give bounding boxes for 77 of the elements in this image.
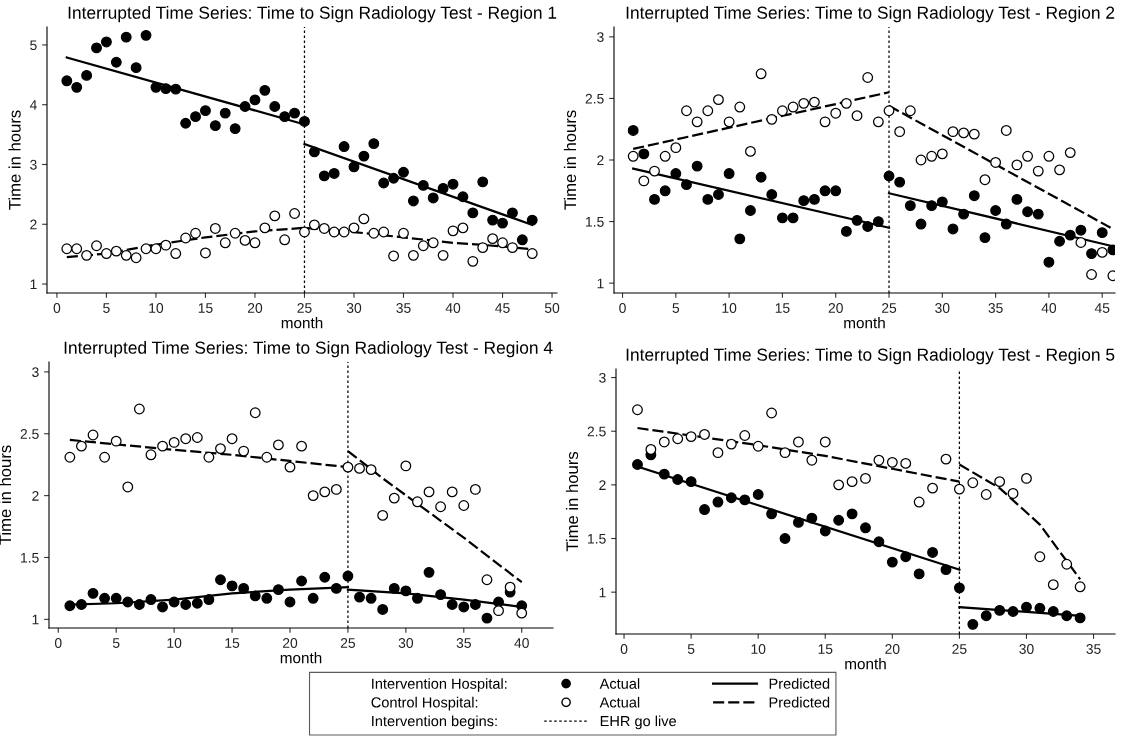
x-axis-title: month <box>844 317 885 329</box>
x-tick-label: 10 <box>167 638 182 648</box>
y-tick-label: 2.5 <box>585 93 604 104</box>
x-axis-title: month <box>280 652 322 664</box>
x-tick-label: 15 <box>225 638 240 648</box>
x-tick-label: 30 <box>1019 644 1034 654</box>
chart-title: Interrupted Time Series: Time to Sign Radiology Test - Region 5 <box>626 348 1115 365</box>
x-tick-label: 10 <box>722 303 737 313</box>
x-axis-title: month <box>281 317 323 329</box>
y-tick-label: 3 <box>599 372 606 383</box>
y-tick-label: 1.5 <box>586 217 604 227</box>
x-tick-label: 25 <box>881 303 897 313</box>
x-tick-label: 35 <box>988 303 1003 313</box>
y-tick-label: 4 <box>29 100 37 110</box>
y-tick-label: 2 <box>32 490 39 501</box>
y-axis-title: Time in hours <box>8 110 21 210</box>
x-tick-label: 5 <box>687 644 695 654</box>
x-tick-label: 25 <box>952 644 967 654</box>
x-tick-label: 10 <box>149 303 164 313</box>
x-tick-label: 40 <box>1041 303 1057 313</box>
y-axis-title: Time in hours <box>565 451 579 552</box>
y-tick-label: 2 <box>599 480 606 490</box>
y-tick-label: 3 <box>30 159 37 170</box>
y-tick-label: 1 <box>599 587 606 598</box>
text: Intervention begins: <box>372 715 497 730</box>
legend-label: Actual <box>599 696 640 708</box>
legend-label: Predicted <box>769 696 830 708</box>
x-tick-label: 20 <box>885 644 900 654</box>
x-tick-label: 0 <box>53 303 61 313</box>
x-tick-label: 40 <box>445 303 461 313</box>
legend-label: Predicted <box>769 678 830 689</box>
y-tick-label: 3 <box>597 32 604 43</box>
text: Intervention Hospital: <box>372 678 507 692</box>
x-axis-title: month <box>845 658 886 670</box>
x-tick-label: 20 <box>282 638 298 648</box>
x-tick-label: 25 <box>340 638 356 648</box>
x-tick-label: 45 <box>1094 303 1110 313</box>
y-tick-label: 1.5 <box>21 552 39 563</box>
x-tick-label: 35 <box>456 638 471 648</box>
x-tick-label: 40 <box>514 638 529 648</box>
chart-title: Interrupted Time Series: Time to Sign Radiology Test - Region 4 <box>64 341 553 358</box>
y-tick-label: 1 <box>32 614 39 625</box>
y-tick-label: 1.5 <box>588 533 606 544</box>
text: Control Hospital: <box>371 696 478 711</box>
x-tick-label: 35 <box>396 303 411 313</box>
x-tick-label: 50 <box>544 303 560 313</box>
x-tick-label: 10 <box>751 644 766 654</box>
x-tick-label: 15 <box>198 303 213 313</box>
y-tick-label: 5 <box>30 40 37 51</box>
legend-label: EHR go live <box>600 715 676 730</box>
legend-label: Actual <box>599 678 640 689</box>
x-tick-label: 30 <box>398 638 414 648</box>
x-tick-label: 15 <box>818 644 833 654</box>
y-axis-title: Time in hours <box>563 110 577 210</box>
x-tick-label: 35 <box>1086 644 1101 654</box>
chart-title: Interrupted Time Series: Time to Sign Radiology Test - Region 2 <box>626 6 1115 23</box>
y-tick-label: 2 <box>597 155 604 166</box>
x-tick-label: 0 <box>54 638 62 648</box>
y-tick-label: 2 <box>30 219 37 230</box>
x-tick-label: 5 <box>112 638 120 648</box>
x-tick-label: 0 <box>619 303 626 313</box>
x-tick-label: 20 <box>247 303 263 313</box>
x-tick-label: 0 <box>620 644 628 654</box>
x-tick-label: 5 <box>103 303 110 313</box>
y-tick-label: 2.5 <box>20 429 39 439</box>
y-tick-label: 1 <box>30 279 37 290</box>
x-tick-label: 45 <box>495 303 510 313</box>
x-tick-label: 30 <box>346 303 362 313</box>
y-tick-label: 1 <box>597 278 604 289</box>
x-tick-label: 15 <box>775 303 790 313</box>
y-tick-label: 2.5 <box>587 426 606 437</box>
y-tick-label: 3 <box>32 367 39 378</box>
x-tick-label: 5 <box>672 303 680 313</box>
x-tick-label: 30 <box>935 303 950 313</box>
x-tick-label: 20 <box>828 303 843 313</box>
chart-title: Interrupted Time Series: Time to Sign Radiology Test - Region 1 <box>68 6 557 23</box>
x-tick-label: 25 <box>297 303 312 313</box>
